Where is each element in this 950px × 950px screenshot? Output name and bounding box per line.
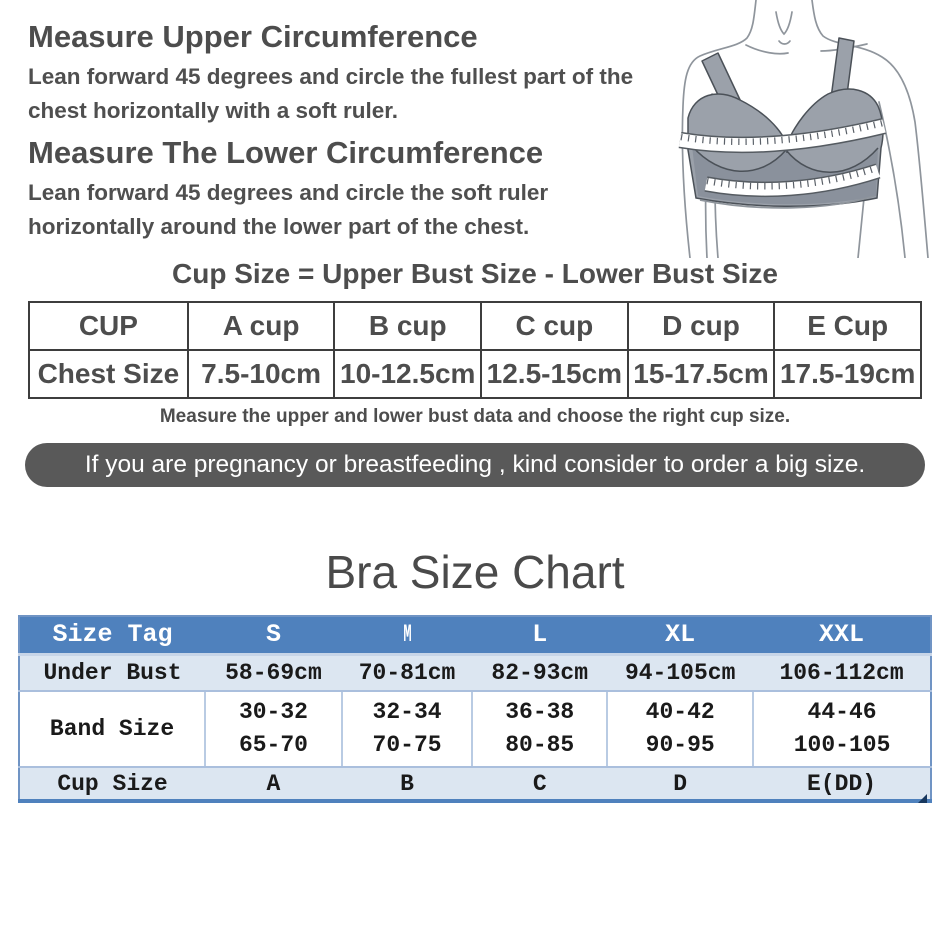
size-chart-header-row: Size Tag S M L XL XXL bbox=[19, 616, 931, 656]
under-bust-value: 70-81cm bbox=[341, 654, 473, 692]
band-size-inches: 32-34 bbox=[372, 699, 442, 725]
cup-size-value: E(DD) bbox=[753, 767, 931, 801]
size-column-xl: XL bbox=[607, 616, 754, 656]
torso-figure-drawing bbox=[678, 0, 929, 259]
table-corner-handle-icon bbox=[918, 794, 927, 803]
cup-table-header-cell: D cup bbox=[626, 301, 776, 351]
under-bust-value: 94-105cm bbox=[607, 654, 754, 692]
pregnancy-advice-banner: If you are pregnancy or breastfeeding , … bbox=[25, 443, 925, 487]
cup-size-value: A bbox=[205, 767, 342, 801]
cup-size-row: Cup Size A B C D E(DD) bbox=[19, 767, 931, 801]
size-column-l: L bbox=[472, 616, 608, 656]
under-bust-value: 82-93cm bbox=[472, 654, 608, 692]
band-size-value: 36-38 80-85 bbox=[471, 691, 609, 768]
cup-table-header-row: CUP A cup B cup C cup D cup E Cup bbox=[28, 301, 922, 351]
lower-circumference-heading: Measure The Lower Circumference bbox=[28, 134, 544, 170]
band-size-inches: 30-32 bbox=[238, 699, 308, 725]
cup-table-header-cell: CUP bbox=[28, 301, 189, 351]
under-bust-value: 106-112cm bbox=[753, 654, 931, 692]
band-size-value: 40-42 90-95 bbox=[606, 691, 755, 768]
size-column-m-label: M bbox=[402, 620, 412, 650]
chest-size-value: 10-12.5cm bbox=[333, 349, 483, 399]
upper-circumference-text: Lean forward 45 degrees and circle the f… bbox=[28, 63, 634, 123]
chest-size-value: 15-17.5cm bbox=[626, 349, 776, 399]
band-size-inches: 36-38 bbox=[505, 699, 575, 725]
band-size-cm: 65-70 bbox=[238, 732, 308, 758]
chest-size-label: Chest Size bbox=[28, 349, 189, 399]
cup-size-value: B bbox=[341, 767, 473, 801]
cup-size-label: Cup Size bbox=[19, 767, 206, 801]
chest-size-value: 17.5-19cm bbox=[773, 349, 922, 399]
measurement-instructions: Measure Upper Circumference Lean forward… bbox=[28, 14, 673, 250]
under-bust-value: 58-69cm bbox=[205, 654, 342, 692]
lower-circumference-text: Lean forward 45 degrees and circle the s… bbox=[28, 179, 549, 239]
band-size-cm: 90-95 bbox=[645, 732, 715, 758]
bra-size-chart-table: Size Tag S M L XL XXL Under Bust 58-69cm… bbox=[18, 615, 932, 803]
chest-size-value: 7.5-10cm bbox=[186, 349, 336, 399]
under-bust-label: Under Bust bbox=[19, 654, 206, 692]
cup-size-value: D bbox=[607, 767, 754, 801]
band-size-value: 44-46 100-105 bbox=[752, 691, 931, 768]
band-size-row: Band Size 30-32 65-70 32-34 70-75 36-38 … bbox=[19, 691, 931, 768]
cup-table-chest-row: Chest Size 7.5-10cm 10-12.5cm 12.5-15cm … bbox=[28, 349, 922, 399]
cup-table-header-cell: E Cup bbox=[773, 301, 922, 351]
cup-table-header-cell: C cup bbox=[480, 301, 629, 351]
chest-size-value: 12.5-15cm bbox=[480, 349, 629, 399]
bra-size-chart-title: Bra Size Chart bbox=[325, 546, 625, 598]
cup-size-value: C bbox=[472, 767, 608, 801]
cup-size-table: CUP A cup B cup C cup D cup E Cup Chest … bbox=[28, 301, 922, 399]
bra-measurement-illustration bbox=[660, 0, 950, 259]
upper-circumference-heading: Measure Upper Circumference bbox=[28, 19, 478, 54]
band-size-cm: 70-75 bbox=[372, 732, 442, 758]
band-size-inches: 40-42 bbox=[645, 699, 715, 725]
band-size-inches: 44-46 bbox=[807, 699, 877, 725]
band-size-label: Band Size bbox=[19, 691, 207, 768]
size-column-m: M bbox=[341, 616, 473, 656]
size-column-xxl: XXL bbox=[753, 616, 931, 656]
cup-table-header-cell: B cup bbox=[333, 301, 483, 351]
cup-table-header-cell: A cup bbox=[186, 301, 336, 351]
size-column-s: S bbox=[205, 616, 342, 656]
size-tag-label: Size Tag bbox=[19, 616, 206, 656]
cup-size-formula: Cup Size = Upper Bust Size - Lower Bust … bbox=[172, 258, 778, 289]
band-size-cm: 100-105 bbox=[793, 732, 891, 758]
cup-size-note: Measure the upper and lower bust data an… bbox=[159, 406, 791, 427]
band-size-value: 30-32 65-70 bbox=[204, 691, 343, 768]
under-bust-row: Under Bust 58-69cm 70-81cm 82-93cm 94-10… bbox=[19, 654, 931, 692]
band-size-value: 32-34 70-75 bbox=[340, 691, 474, 768]
band-size-cm: 80-85 bbox=[505, 732, 575, 758]
